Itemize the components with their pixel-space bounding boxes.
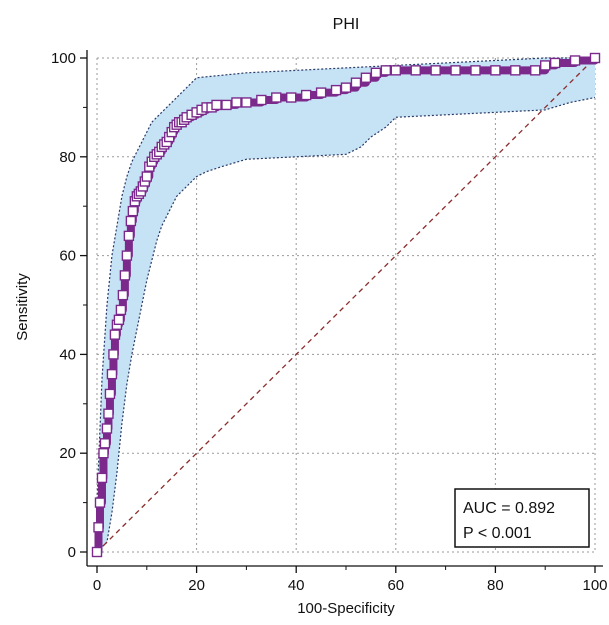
roc-point bbox=[125, 215, 137, 227]
roc-point bbox=[430, 65, 441, 76]
x-tick-label: 40 bbox=[288, 577, 305, 594]
roc-point bbox=[115, 304, 127, 316]
roc-point bbox=[530, 65, 541, 76]
stats-box-frame bbox=[454, 488, 590, 548]
roc-point bbox=[300, 89, 312, 101]
y-tick-label: 20 bbox=[59, 445, 76, 462]
roc-point bbox=[104, 388, 116, 400]
axes bbox=[86, 50, 603, 567]
x-ticks: 0 20 40 60 80 100 bbox=[93, 566, 608, 594]
roc-point bbox=[390, 65, 401, 76]
y-tick-label: 100 bbox=[51, 50, 76, 67]
roc-point bbox=[94, 497, 106, 508]
roc-point bbox=[121, 250, 133, 261]
roc-point bbox=[540, 60, 551, 71]
x-tick-label: 100 bbox=[582, 577, 607, 594]
roc-point bbox=[123, 230, 135, 242]
roc-point bbox=[470, 65, 481, 76]
roc-point bbox=[241, 97, 252, 108]
p-value-text: P < 0.001 bbox=[463, 525, 532, 542]
stats-box: AUC = 0.892 P < 0.001 bbox=[454, 488, 590, 548]
roc-point bbox=[340, 82, 352, 93]
x-axis-label: 100-Specificity bbox=[297, 600, 395, 617]
x-tick-label: 20 bbox=[188, 577, 205, 594]
roc-point bbox=[271, 92, 282, 103]
roc-point bbox=[490, 65, 501, 76]
roc-point bbox=[286, 92, 297, 103]
roc-point bbox=[113, 314, 125, 326]
roc-point bbox=[370, 67, 382, 79]
roc-point bbox=[91, 546, 103, 558]
roc-point bbox=[211, 99, 222, 111]
roc-point bbox=[410, 65, 421, 76]
chart-title: PHI bbox=[333, 16, 360, 33]
x-tick-label: 60 bbox=[387, 577, 404, 594]
roc-point bbox=[106, 368, 118, 380]
roc-point bbox=[450, 65, 461, 76]
roc-point bbox=[117, 289, 129, 301]
roc-point bbox=[141, 171, 153, 182]
y-axis-label: Sensitivity bbox=[14, 273, 31, 341]
x-tick-label: 0 bbox=[93, 577, 101, 594]
roc-point bbox=[109, 329, 121, 340]
roc-point bbox=[330, 84, 342, 96]
ci-upper-bound bbox=[96, 57, 595, 503]
roc-point bbox=[510, 65, 521, 76]
roc-point bbox=[360, 72, 372, 83]
grid-lines bbox=[96, 57, 596, 553]
roc-point bbox=[221, 99, 232, 111]
roc-point bbox=[93, 522, 104, 533]
roc-point bbox=[96, 472, 108, 484]
roc-point bbox=[103, 408, 114, 419]
roc-point bbox=[256, 94, 267, 106]
roc-point bbox=[315, 87, 327, 98]
y-tick-label: 0 bbox=[68, 544, 76, 561]
roc-point bbox=[589, 52, 601, 64]
roc-point bbox=[380, 65, 392, 76]
x-tick-label: 80 bbox=[487, 577, 504, 594]
roc-point bbox=[99, 438, 111, 449]
roc-point bbox=[127, 205, 139, 217]
roc-markers bbox=[91, 52, 601, 558]
roc-point bbox=[101, 423, 113, 434]
roc-point bbox=[549, 57, 561, 69]
y-tick-label: 40 bbox=[59, 346, 76, 363]
roc-point bbox=[569, 55, 581, 66]
roc-point bbox=[119, 270, 131, 281]
auc-text: AUC = 0.892 bbox=[463, 500, 555, 517]
roc-point bbox=[108, 349, 119, 360]
roc-point bbox=[231, 97, 242, 108]
roc-point bbox=[350, 77, 362, 88]
roc-point bbox=[98, 448, 109, 459]
y-tick-label: 60 bbox=[59, 248, 76, 265]
y-ticks: 0 20 40 60 80 100 bbox=[51, 50, 87, 561]
y-tick-label: 80 bbox=[59, 149, 76, 166]
